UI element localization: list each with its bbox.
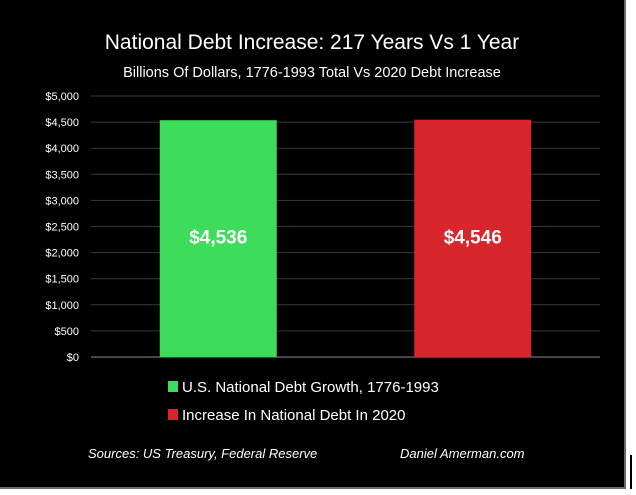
y-tick-label: $3,500 [45, 169, 79, 181]
bar-value-label: $4,536 [189, 228, 247, 249]
footer-sources: Sources: US Treasury, Federal Reserve [88, 446, 317, 461]
bar [414, 119, 532, 358]
y-tick-label: $1,000 [45, 300, 79, 312]
y-axis: $0 $500 $1,000 $1,500 $2,000 $2,500 $3,000 $3,5… [45, 91, 79, 364]
y-tick-label: $4,500 [45, 117, 79, 129]
chart: National Debt Increase: 217 Years Vs 1 Y… [45, 31, 600, 461]
legend-label: Increase In National Debt In 2020 [182, 407, 405, 424]
bar [159, 120, 277, 358]
bars: $4,536 $4,546 [159, 119, 532, 358]
y-tick-label: $5,000 [45, 91, 79, 103]
legend-label: U.S. National Debt Growth, 1776-1993 [182, 379, 439, 396]
edge-mark [630, 455, 632, 489]
y-tick-label: $500 [55, 326, 79, 338]
legend-swatch [168, 381, 178, 392]
chart-subtitle: Billions Of Dollars, 1776-1993 Total Vs … [123, 65, 501, 81]
y-tick-label: $2,500 [45, 222, 79, 234]
y-tick-label: $3,000 [45, 195, 79, 207]
legend-swatch [168, 409, 178, 420]
footer-credit: Daniel Amerman.com [400, 446, 525, 461]
chart-frame: National Debt Increase: 217 Years Vs 1 Y… [0, 0, 626, 489]
bar-value-label: $4,546 [444, 227, 502, 248]
chart-title: National Debt Increase: 217 Years Vs 1 Y… [105, 31, 519, 54]
y-tick-label: $2,000 [45, 248, 79, 260]
y-tick-label: $1,500 [45, 274, 79, 286]
y-tick-label: $0 [67, 352, 79, 364]
legend: U.S. National Debt Growth, 1776-1993 Incr… [168, 379, 439, 424]
y-tick-label: $4,000 [45, 143, 79, 155]
